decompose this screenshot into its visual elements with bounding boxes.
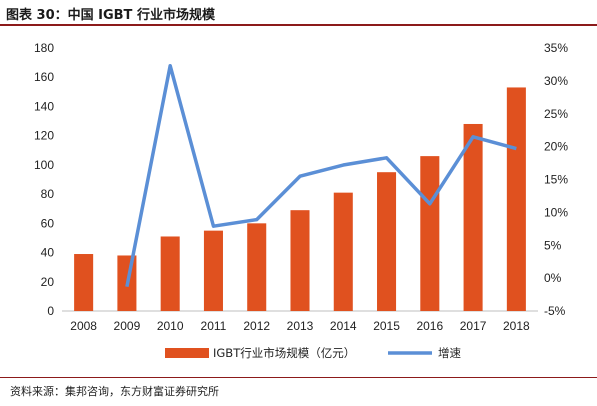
left-tick-label: 180 xyxy=(34,41,54,55)
bar xyxy=(377,172,397,311)
right-axis-ticks: -5% 0% 5% 10% 15% 20% 25% 30% 35% xyxy=(544,41,568,318)
bar xyxy=(247,223,267,311)
bar xyxy=(74,254,94,311)
title-rule xyxy=(0,24,597,26)
right-tick-label: 10% xyxy=(544,205,568,219)
legend-bar-label: IGBT行业市场规模（亿元） xyxy=(213,346,355,360)
growth-line xyxy=(125,64,517,288)
bar xyxy=(506,87,526,311)
x-tick-label: 2015 xyxy=(373,319,400,333)
x-tick-label: 2009 xyxy=(114,319,141,333)
left-tick-label: 120 xyxy=(34,129,54,143)
x-axis-ticks: 2008 2009 2010 2011 2012 2013 2014 2015 2016 2017… xyxy=(70,319,530,333)
bar xyxy=(290,210,310,311)
right-tick-label: 0% xyxy=(544,271,562,285)
right-tick-label: 25% xyxy=(544,107,568,121)
x-tick-label: 2010 xyxy=(157,319,184,333)
left-tick-label: 100 xyxy=(34,158,54,172)
left-tick-label: 0 xyxy=(47,304,54,318)
right-tick-label: 5% xyxy=(544,238,562,252)
x-tick-label: 2017 xyxy=(460,319,487,333)
chart: 2008 2009 2010 2011 2012 2013 2014 2015 2016 2017… xyxy=(34,41,568,360)
bar xyxy=(420,156,440,311)
line-series xyxy=(125,64,517,288)
x-tick-label: 2013 xyxy=(287,319,314,333)
source-note: 资料来源：集邦咨询，东方财富证券研究所 xyxy=(10,385,219,398)
x-tick-label: 2016 xyxy=(416,319,443,333)
legend-bar-swatch xyxy=(165,348,209,358)
bar-series xyxy=(74,87,526,311)
left-tick-label: 20 xyxy=(41,275,55,289)
legend-line-label: 增速 xyxy=(438,346,461,360)
left-tick-label: 40 xyxy=(41,246,55,260)
left-tick-label: 80 xyxy=(41,187,55,201)
x-tick-label: 2011 xyxy=(201,319,227,333)
bar xyxy=(160,236,180,311)
bar xyxy=(463,123,483,311)
right-tick-label: 15% xyxy=(544,173,568,187)
left-axis-ticks: 0 20 40 60 80 100 120 140 160 180 xyxy=(34,41,54,318)
right-tick-label: -5% xyxy=(544,304,566,318)
footer-rule xyxy=(0,377,597,378)
x-tick-label: 2018 xyxy=(503,319,530,333)
left-tick-label: 140 xyxy=(34,99,54,113)
x-tick-label: 2012 xyxy=(243,319,270,333)
chart-title: 图表 30：中国 IGBT 行业市场规模 xyxy=(6,8,215,23)
legend: IGBT行业市场规模（亿元） 增速 xyxy=(165,346,461,360)
x-tick-label: 2008 xyxy=(70,319,97,333)
right-tick-label: 35% xyxy=(544,41,568,55)
right-tick-label: 30% xyxy=(544,74,568,88)
x-tick-label: 2014 xyxy=(330,319,357,333)
bar xyxy=(203,230,223,311)
left-tick-label: 60 xyxy=(41,216,55,230)
bar xyxy=(333,192,353,311)
right-tick-label: 20% xyxy=(544,140,568,154)
left-tick-label: 160 xyxy=(34,70,54,84)
